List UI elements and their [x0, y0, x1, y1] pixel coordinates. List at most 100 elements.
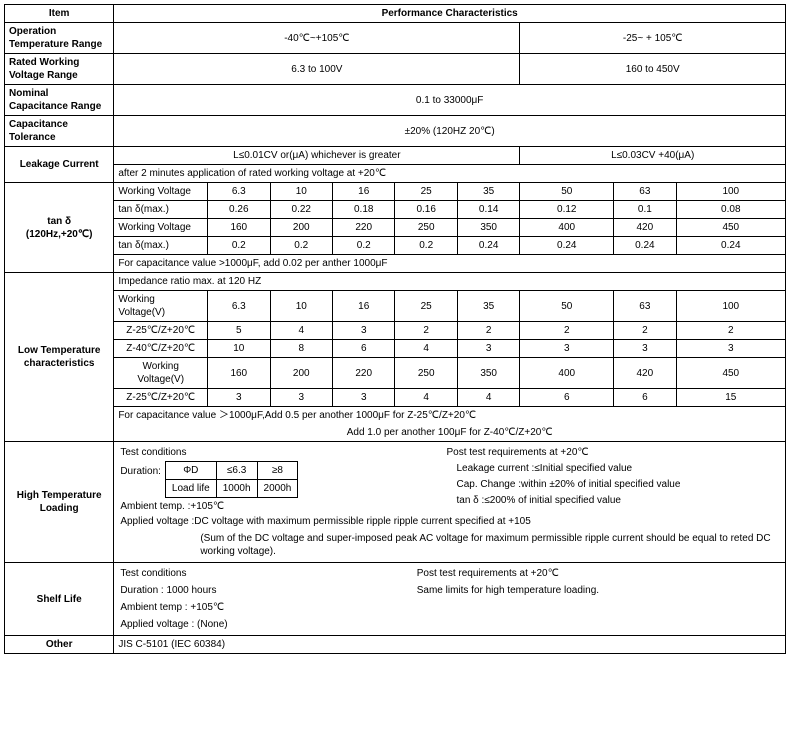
cell: 25: [395, 291, 457, 322]
cell: 6.3: [208, 291, 270, 322]
leak-v1: L≤0.01CV or(μA) whichever is greater: [114, 147, 520, 165]
cell: 5: [208, 322, 270, 340]
cell: 8: [270, 340, 332, 358]
rated-v-v2: 160 to 450V: [520, 54, 786, 85]
cell: 25: [395, 183, 457, 201]
lowt-r1l: Working Voltage(V): [114, 291, 208, 322]
cell: 3: [614, 340, 676, 358]
shelf-s: Same limits for high temperature loading…: [417, 584, 779, 597]
cell: 3: [457, 340, 519, 358]
cell: 50: [520, 183, 614, 201]
cell: 10: [208, 340, 270, 358]
op-temp-label: Operation Temperature Range: [5, 23, 114, 54]
cell: 0.12: [520, 201, 614, 219]
spec-table: Item Performance Characteristics Operati…: [4, 4, 786, 654]
cell: 400: [520, 358, 614, 389]
cell: 0.24: [457, 237, 519, 255]
header-title: Performance Characteristics: [114, 5, 786, 23]
cell: 4: [270, 322, 332, 340]
shelf-pt: Post test requirements at +20℃: [417, 567, 779, 580]
cell: 2000h: [257, 480, 298, 498]
cell: 450: [676, 358, 785, 389]
leak-note: after 2 minutes application of rated wor…: [114, 165, 786, 183]
cell: 0.16: [395, 201, 457, 219]
cell: 450: [676, 219, 785, 237]
cell: 16: [332, 183, 394, 201]
op-temp-v1: -40℃~+105℃: [114, 23, 520, 54]
cell: 3: [520, 340, 614, 358]
cell: 3: [676, 340, 785, 358]
tan-r3l: Working Voltage: [114, 219, 208, 237]
cell: 250: [395, 358, 457, 389]
hight-av: Applied voltage :DC voltage with maximum…: [120, 515, 779, 528]
op-temp-v2: -25~ + 105℃: [520, 23, 786, 54]
cell: Load life: [165, 480, 216, 498]
cell: 0.14: [457, 201, 519, 219]
leak-v2: L≤0.03CV +40(μA): [520, 147, 786, 165]
duration-table: ΦD≤6.3≥8 Load life1000h2000h: [165, 461, 298, 498]
cell: 0.22: [270, 201, 332, 219]
hight-label: High Temperature Loading: [5, 442, 114, 563]
tan-r1l: Working Voltage: [114, 183, 208, 201]
cell: 3: [332, 322, 394, 340]
lowt-r4l: Working Voltage(V): [114, 358, 208, 389]
cell: 50: [520, 291, 614, 322]
cell: 0.2: [332, 237, 394, 255]
cell: 160: [208, 219, 270, 237]
cell: 0.18: [332, 201, 394, 219]
tan-r2l: tan δ(max.): [114, 201, 208, 219]
lowt-r3l: Z-40℃/Z+20℃: [114, 340, 208, 358]
cap-tol-v1: ±20% (120HZ 20℃): [114, 116, 786, 147]
hight-content: Test conditions Duration: ΦD≤6.3≥8 Load …: [114, 442, 786, 563]
cell: 0.24: [676, 237, 785, 255]
cell: 0.24: [520, 237, 614, 255]
cell: 400: [520, 219, 614, 237]
nom-cap-v1: 0.1 to 33000μF: [114, 85, 786, 116]
cell: 10: [270, 183, 332, 201]
lowt-r5l: Z-25℃/Z+20℃: [114, 389, 208, 407]
cell: 16: [332, 291, 394, 322]
other-v: JIS C-5101 (IEC 60384): [114, 636, 786, 654]
cell: 6: [614, 389, 676, 407]
cell: 3: [332, 389, 394, 407]
other-label: Other: [5, 636, 114, 654]
lowt-head: Impedance ratio max. at 120 HZ: [114, 273, 786, 291]
hight-tc: Test conditions: [120, 446, 436, 459]
hight-dur: Duration:: [120, 461, 161, 478]
rated-v-label: Rated Working Voltage Range: [5, 54, 114, 85]
leak-label: Leakage Current: [5, 147, 114, 183]
cell: 0.26: [208, 201, 270, 219]
cell: 4: [457, 389, 519, 407]
shelf-v: Applied voltage : (None): [120, 618, 416, 631]
cell: 350: [457, 219, 519, 237]
tan-r4l: tan δ(max.): [114, 237, 208, 255]
cell: 100: [676, 183, 785, 201]
shelf-a: Ambient temp : +105℃: [120, 601, 416, 614]
cell: 2: [520, 322, 614, 340]
cap-tol-label: Capacitance Tolerance: [5, 116, 114, 147]
cell: 100: [676, 291, 785, 322]
cell: 35: [457, 291, 519, 322]
tan-note: For capacitance value >1000μF, add 0.02 …: [114, 255, 786, 273]
shelf-content: Test conditions Duration : 1000 hours Am…: [114, 563, 786, 636]
cell: 220: [332, 358, 394, 389]
cell: 4: [395, 389, 457, 407]
cell: 3: [208, 389, 270, 407]
lowt-label: Low Temperature characteristics: [5, 273, 114, 442]
hight-amb: Ambient temp. :+105℃: [120, 500, 436, 513]
cell: ≤6.3: [216, 462, 257, 480]
cell: 63: [614, 291, 676, 322]
cell: ≥8: [257, 462, 298, 480]
cell: 0.1: [614, 201, 676, 219]
hight-p1: Leakage current :≤Initial specified valu…: [446, 462, 779, 475]
cell: 15: [676, 389, 785, 407]
nom-cap-label: Nominal Capacitance Range: [5, 85, 114, 116]
shelf-d: Duration : 1000 hours: [120, 584, 416, 597]
cell: 6.3: [208, 183, 270, 201]
cell: 2: [676, 322, 785, 340]
cell: 1000h: [216, 480, 257, 498]
shelf-label: Shelf Life: [5, 563, 114, 636]
cell: 2: [457, 322, 519, 340]
cell: 10: [270, 291, 332, 322]
cell: 2: [395, 322, 457, 340]
